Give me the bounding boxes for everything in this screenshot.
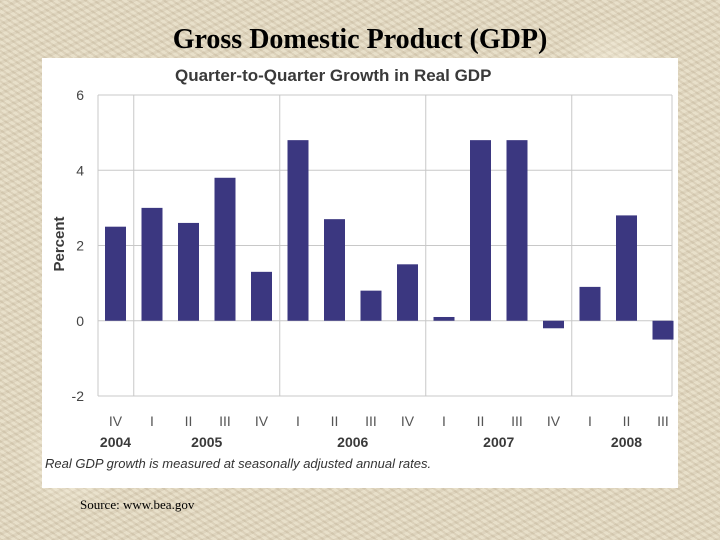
bar [616, 215, 637, 321]
bar [470, 140, 491, 321]
bar [652, 320, 674, 340]
x-tick-label: III [365, 413, 377, 429]
source-note: Source: www.bea.gov [80, 497, 195, 512]
bar [397, 264, 418, 321]
bar [251, 271, 272, 321]
bar [214, 177, 236, 321]
x-tick-label: I [442, 413, 446, 429]
x-tick-label: I [150, 413, 154, 429]
x-tick-label: IV [401, 413, 415, 429]
bar [324, 219, 345, 321]
x-tick-label: II [331, 413, 339, 429]
x-tick-label: III [511, 413, 523, 429]
x-tick-label: III [657, 413, 669, 429]
y-tick-label: 4 [76, 162, 84, 178]
year-label: 2005 [191, 434, 222, 450]
slide-title: Gross Domestic Product (GDP) [172, 24, 548, 55]
chart-panel: Quarter-to-Quarter Growth in Real GDP Pe… [42, 58, 678, 488]
y-axis-label: Percent [51, 216, 68, 271]
y-tick-label: 6 [76, 87, 84, 103]
y-tick-label: -2 [72, 388, 85, 404]
year-label: 2004 [100, 434, 131, 450]
x-tick-label: II [477, 413, 485, 429]
x-tick-label: IV [547, 413, 561, 429]
gdp-growth-chart: Quarter-to-Quarter Growth in Real GDP Pe… [45, 66, 674, 471]
x-tick-label: II [623, 413, 631, 429]
bar [105, 226, 126, 321]
year-label: 2006 [337, 434, 368, 450]
x-tick-label: III [219, 413, 231, 429]
chart-title: Quarter-to-Quarter Growth in Real GDP [175, 66, 491, 85]
x-tick-label: II [185, 413, 193, 429]
bar [360, 290, 382, 321]
year-label: 2008 [611, 434, 642, 450]
bar [579, 286, 601, 321]
x-tick-label: IV [109, 413, 123, 429]
bar [287, 140, 309, 321]
x-tick-label: IV [255, 413, 269, 429]
bar [506, 140, 528, 321]
bar [178, 222, 199, 321]
y-tick-label: 0 [76, 313, 84, 329]
y-tick-label: 2 [76, 238, 84, 254]
chart-footnote: Real GDP growth is measured at seasonall… [45, 456, 431, 471]
bar [543, 320, 564, 329]
x-tick-label: I [296, 413, 300, 429]
bar [433, 316, 455, 321]
bar [141, 207, 163, 321]
year-label: 2007 [483, 434, 514, 450]
x-tick-label: I [588, 413, 592, 429]
